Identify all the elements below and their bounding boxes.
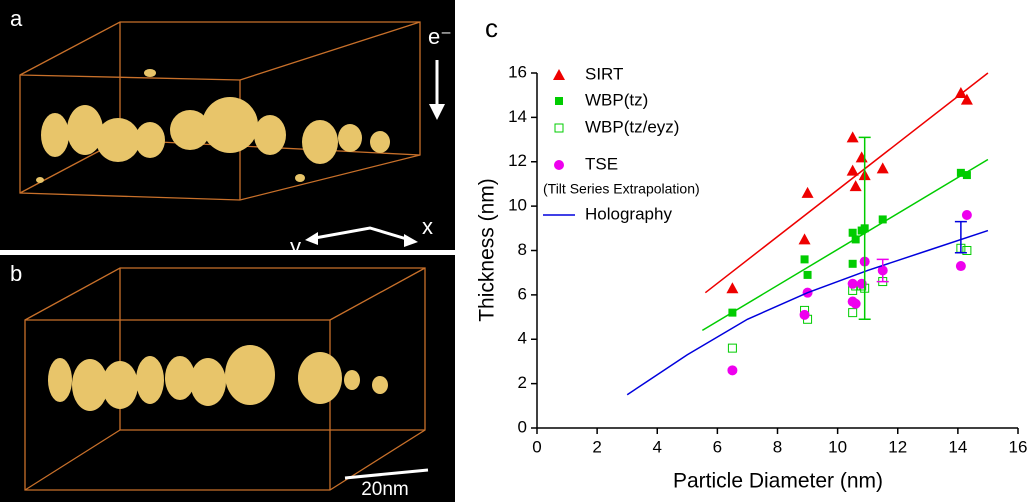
y-tick-label: 0 — [518, 417, 527, 436]
marker — [798, 233, 811, 245]
legend-label: SIRT — [585, 64, 623, 83]
error-bar — [858, 136, 871, 321]
panel-b: b 20nm — [0, 255, 455, 502]
error-bar — [954, 220, 967, 254]
panel-label: c — [485, 13, 498, 43]
marker — [847, 278, 858, 289]
legend-symbol — [554, 160, 564, 170]
y-tick-label: 14 — [508, 107, 527, 126]
x-tick-label: 14 — [948, 437, 967, 456]
scale-bar-label: 20nm — [361, 479, 409, 500]
y-tick-label: 8 — [518, 240, 527, 259]
y-tick-label: 10 — [508, 196, 527, 215]
x-tick-label: 8 — [773, 437, 782, 456]
fit-line — [704, 72, 989, 294]
panel-label: b — [10, 261, 22, 286]
chart: c Particle Diameter (nm) Thickness (nm) — [476, 13, 883, 493]
legend-note: (Tilt Series Extrapolation) — [543, 181, 700, 197]
marker — [800, 255, 809, 264]
marker — [962, 171, 971, 180]
legend-symbol — [555, 97, 563, 105]
marker — [876, 162, 889, 174]
marker — [848, 228, 857, 237]
panel-label: a — [10, 6, 23, 31]
marker — [960, 93, 973, 105]
y-tick-label: 6 — [518, 284, 527, 303]
marker — [726, 282, 739, 294]
x-tick-label: 0 — [532, 437, 541, 456]
legend-symbol — [554, 123, 564, 133]
x-tick-label: 4 — [653, 437, 662, 456]
x-tick-label: 12 — [888, 437, 907, 456]
marker — [727, 365, 738, 376]
x-tick-label: 6 — [713, 437, 722, 456]
marker — [801, 186, 814, 198]
axis-label: x — [422, 214, 433, 239]
x-axis-title: Particle Diameter (nm) — [673, 470, 883, 493]
marker — [849, 180, 862, 192]
marker — [850, 298, 861, 309]
marker — [728, 308, 737, 317]
y-tick-label: 2 — [518, 373, 527, 392]
y-tick-label: 12 — [508, 151, 527, 170]
marker — [855, 151, 868, 163]
x-tick-label: 16 — [1009, 437, 1028, 456]
legend-symbol — [553, 69, 565, 80]
marker — [955, 261, 966, 272]
marker — [956, 168, 965, 177]
y-tick-label: 4 — [518, 329, 527, 348]
y-axis-title: Thickness (nm) — [476, 178, 499, 322]
marker — [846, 164, 859, 176]
fit-line — [701, 158, 989, 332]
legend-label: WBP(tz) — [585, 90, 648, 109]
marker — [803, 270, 812, 279]
panel-a: a e⁻ y x — [0, 0, 455, 259]
y-tick-label: 16 — [508, 62, 527, 81]
error-bar — [876, 258, 889, 283]
marker — [846, 131, 859, 143]
marker — [961, 210, 972, 220]
legend-label: TSE — [585, 154, 618, 173]
series-line — [626, 229, 989, 396]
marker — [848, 308, 858, 318]
beam-label: e⁻ — [428, 24, 452, 49]
marker — [848, 259, 857, 268]
legend-label: WBP(tz/eyz) — [585, 117, 679, 136]
marker — [954, 86, 967, 98]
axis-label: y — [290, 234, 301, 259]
x-tick-label: 10 — [828, 437, 847, 456]
marker — [962, 246, 972, 255]
x-tick-label: 2 — [592, 437, 601, 456]
marker — [727, 343, 737, 353]
legend-label: Holography — [585, 204, 672, 223]
marker — [851, 235, 860, 244]
marker — [878, 215, 887, 224]
marker — [799, 309, 810, 320]
